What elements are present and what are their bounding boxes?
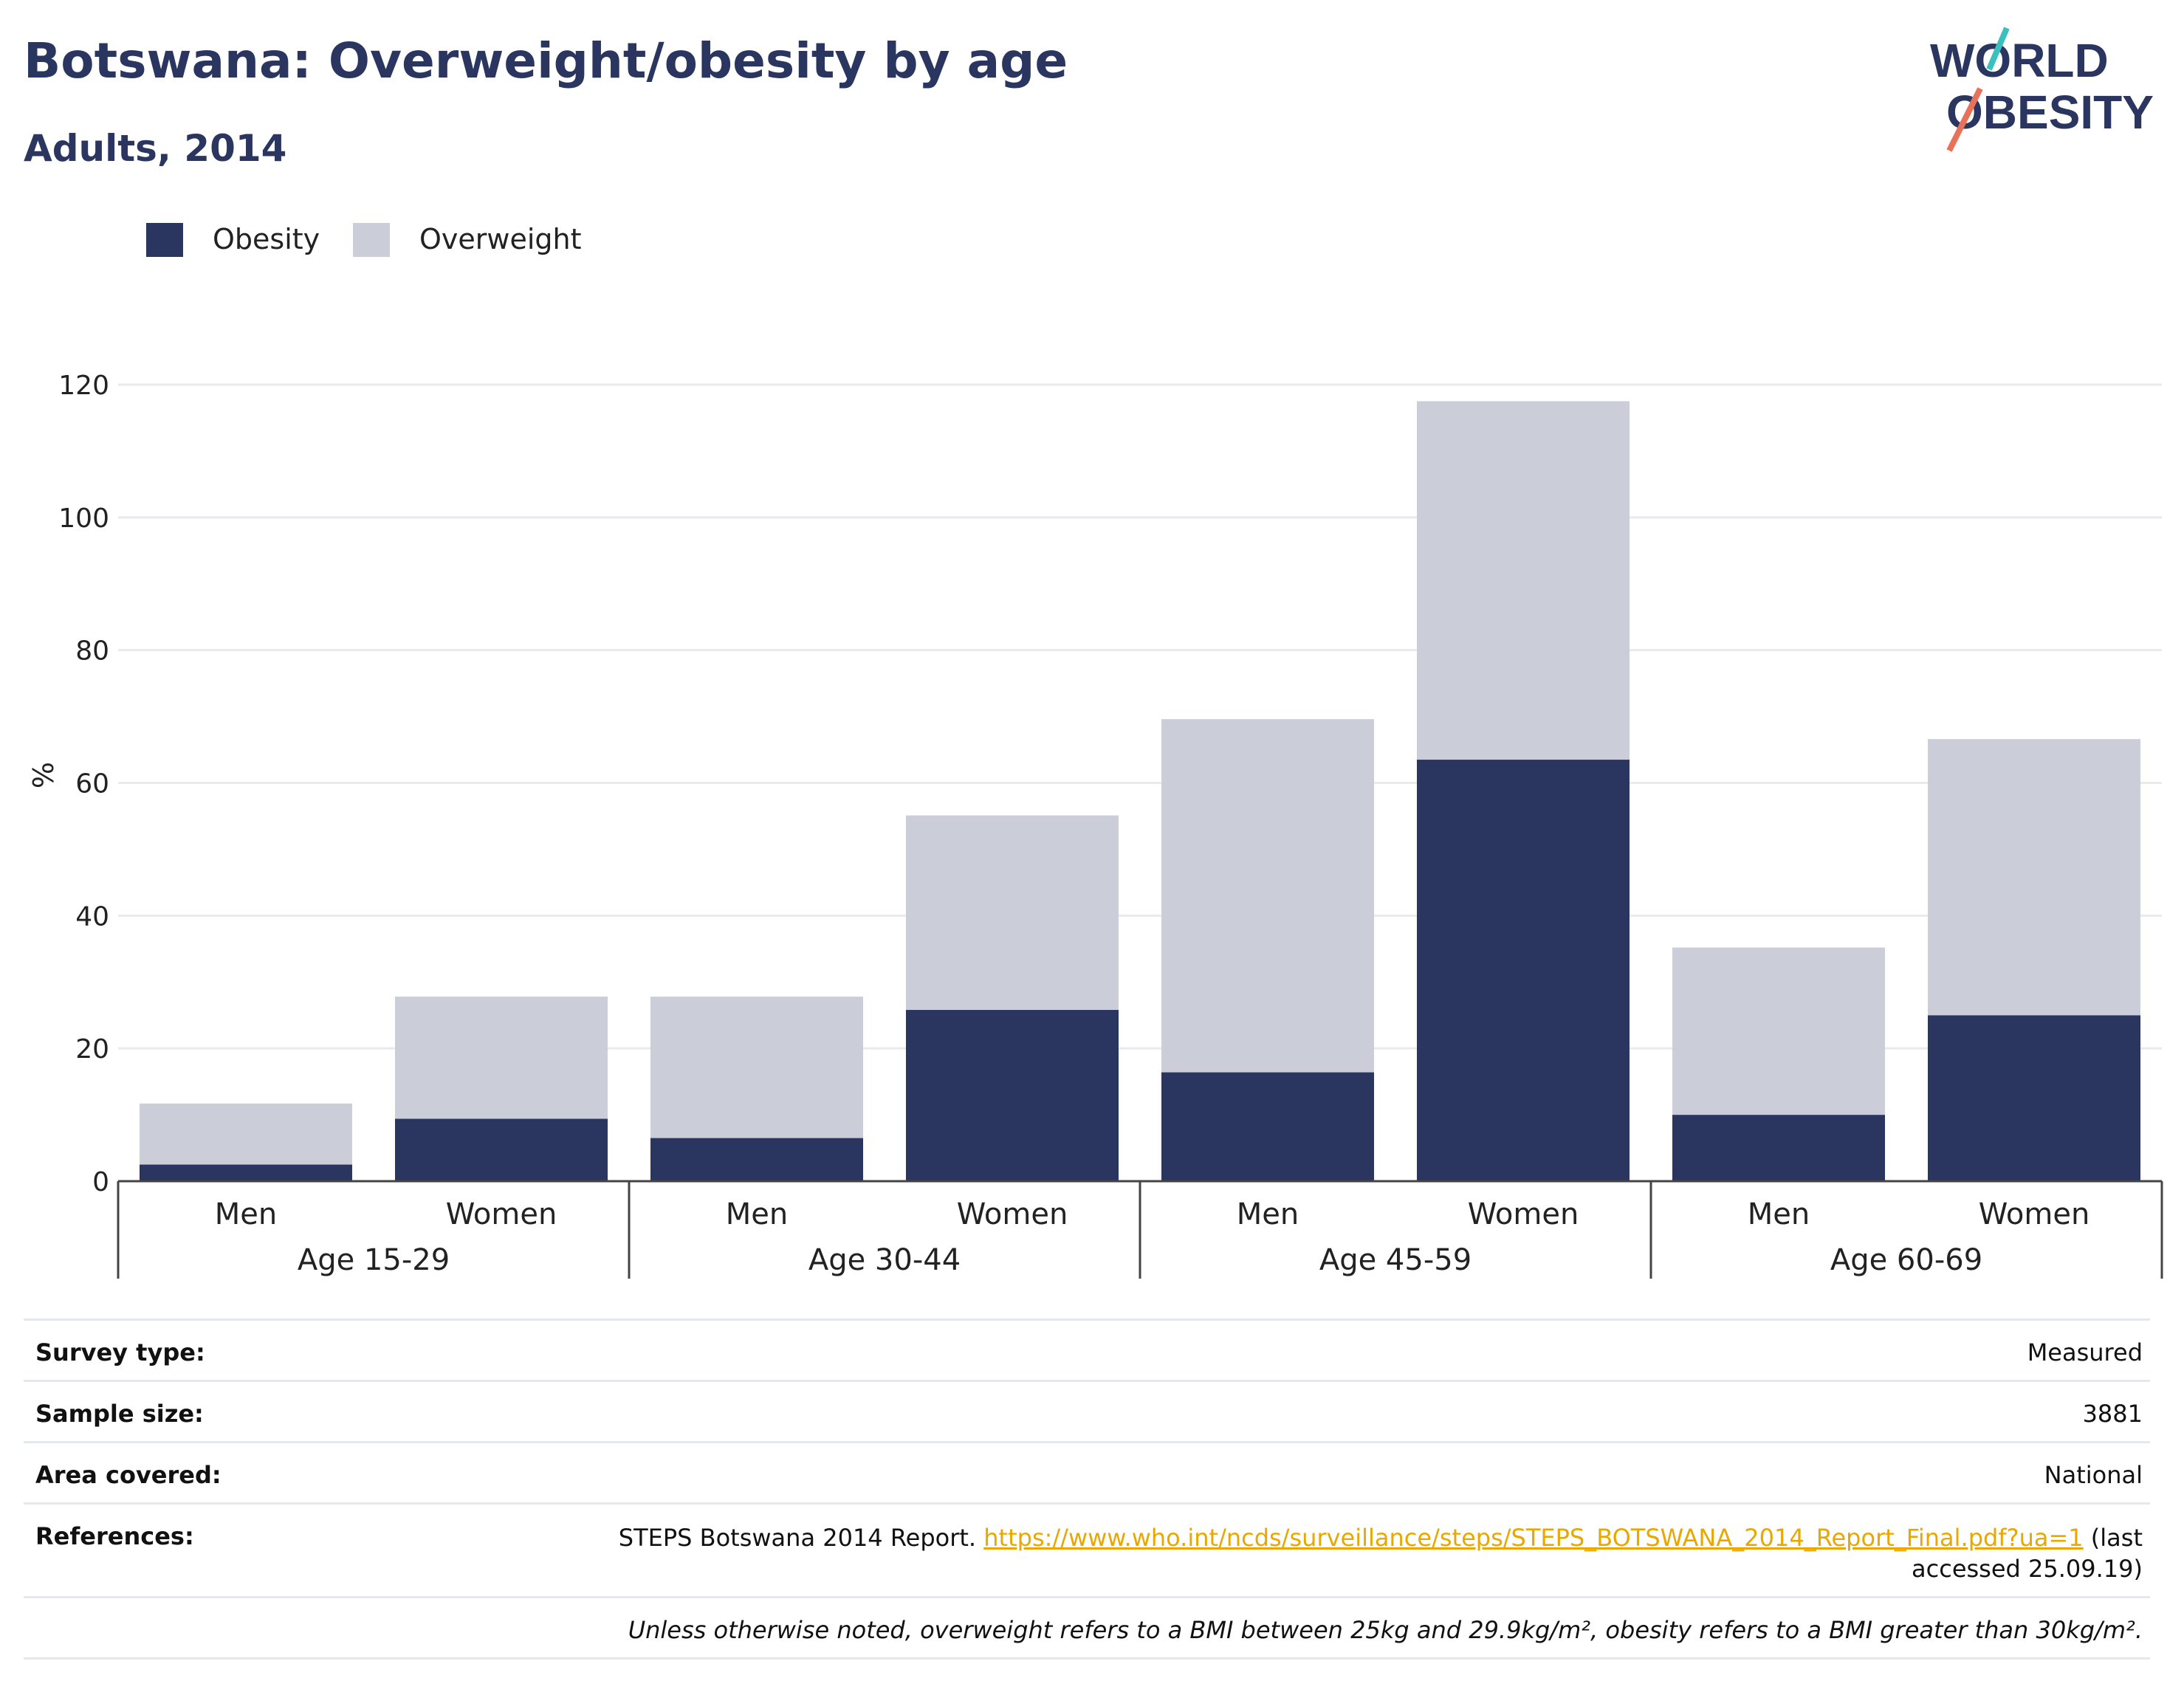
bar-obesity-7 [1672, 1115, 1885, 1181]
y-tick-label-20: 20 [75, 1034, 109, 1065]
bar-obesity-6 [1417, 760, 1630, 1181]
references-link[interactable]: https://www.who.int/ncds/surveillance/st… [983, 1524, 2084, 1552]
bar-obesity-4 [906, 1010, 1119, 1181]
x-tick-label-4: Women [957, 1197, 1068, 1231]
world-obesity-logo: WORLD OBESITY [1930, 27, 2154, 152]
y-tick-label-40: 40 [75, 901, 109, 932]
survey-type-label: Survey type: [35, 1338, 205, 1366]
survey-metadata-table: Survey type: Measured Sample size: 3881 … [24, 1318, 2150, 1660]
meta-row-references: References: STEPS Botswana 2014 Report. … [24, 1502, 2150, 1596]
sample-size-value: 3881 [2082, 1400, 2143, 1428]
y-tick-label-60: 60 [75, 769, 109, 800]
x-tick-label-7: Men [1748, 1197, 1810, 1231]
group-label-2: Age 30-44 [808, 1243, 961, 1277]
x-tick-label-3: Men [726, 1197, 788, 1231]
references-label: References: [35, 1522, 194, 1550]
legend-label-overweight: Overweight [419, 223, 582, 255]
sample-size-label: Sample size: [35, 1400, 204, 1428]
meta-row-survey-type: Survey type: Measured [24, 1318, 2150, 1380]
y-axis-label: % [27, 762, 60, 788]
area-covered-label: Area covered: [35, 1461, 222, 1489]
logo-word-world: WORLD [1930, 34, 2109, 87]
meta-row-note: Unless otherwise noted, overweight refer… [24, 1596, 2150, 1660]
x-tick-label-8: Women [1979, 1197, 2090, 1231]
bar-overweight-8 [1928, 739, 2140, 1016]
logo-slash-coral [1946, 87, 1983, 152]
group-label-1: Age 15-29 [298, 1243, 450, 1277]
meta-row-sample-size: Sample size: 3881 [24, 1380, 2150, 1441]
group-label-4: Age 60-69 [1830, 1243, 1982, 1277]
bar-overweight-2 [395, 997, 608, 1119]
y-tick-label-100: 100 [58, 503, 109, 534]
y-tick-label-120: 120 [58, 371, 109, 401]
meta-row-area: Area covered: National [24, 1441, 2150, 1502]
group-label-3: Age 45-59 [1319, 1243, 1472, 1277]
logo-word-obesity: OBESITY [1946, 86, 2154, 139]
x-tick-label-6: Women [1468, 1197, 1579, 1231]
x-tick-label-2: Women [446, 1197, 557, 1231]
references-value: STEPS Botswana 2014 Report. https://www.… [31, 1505, 2143, 1584]
bar-overweight-1 [140, 1103, 352, 1165]
bar-overweight-4 [906, 815, 1119, 1011]
legend-label-obesity: Obesity [213, 223, 320, 255]
bar-overweight-7 [1672, 947, 1885, 1115]
references-text: STEPS Botswana 2014 Report. [618, 1524, 977, 1552]
bar-chart: 0 20 40 60 80 100 120% Men Women Men Women Men Women… [27, 371, 2163, 1279]
references-after: (last [2090, 1524, 2143, 1552]
x-tick-label-5: Men [1237, 1197, 1299, 1231]
definition-note: Unless otherwise noted, overweight refer… [628, 1616, 2143, 1644]
logo-slash-teal [1986, 27, 2010, 71]
legend-swatch-overweight [353, 223, 390, 257]
area-covered-value: National [2044, 1461, 2143, 1489]
references-accessed: accessed 25.09.19) [1912, 1555, 2143, 1583]
y-tick-label-0: 0 [92, 1167, 109, 1197]
bar-obesity-1 [140, 1164, 352, 1181]
bar-obesity-5 [1161, 1072, 1374, 1181]
x-tick-label-1: Men [215, 1197, 277, 1231]
bar-obesity-8 [1928, 1015, 2140, 1181]
bar-overweight-5 [1161, 719, 1374, 1073]
chart-title: Botswana: Overweight/obesity by age [24, 32, 1068, 89]
chart-subtitle: Adults, 2014 [24, 127, 287, 170]
bar-overweight-6 [1417, 401, 1630, 760]
survey-type-value: Measured [2027, 1338, 2143, 1366]
y-tick-label-80: 80 [75, 636, 109, 667]
bar-obesity-3 [650, 1138, 863, 1181]
legend-swatch-obesity [146, 223, 183, 257]
bar-obesity-2 [395, 1118, 608, 1181]
bar-overweight-3 [650, 997, 863, 1138]
